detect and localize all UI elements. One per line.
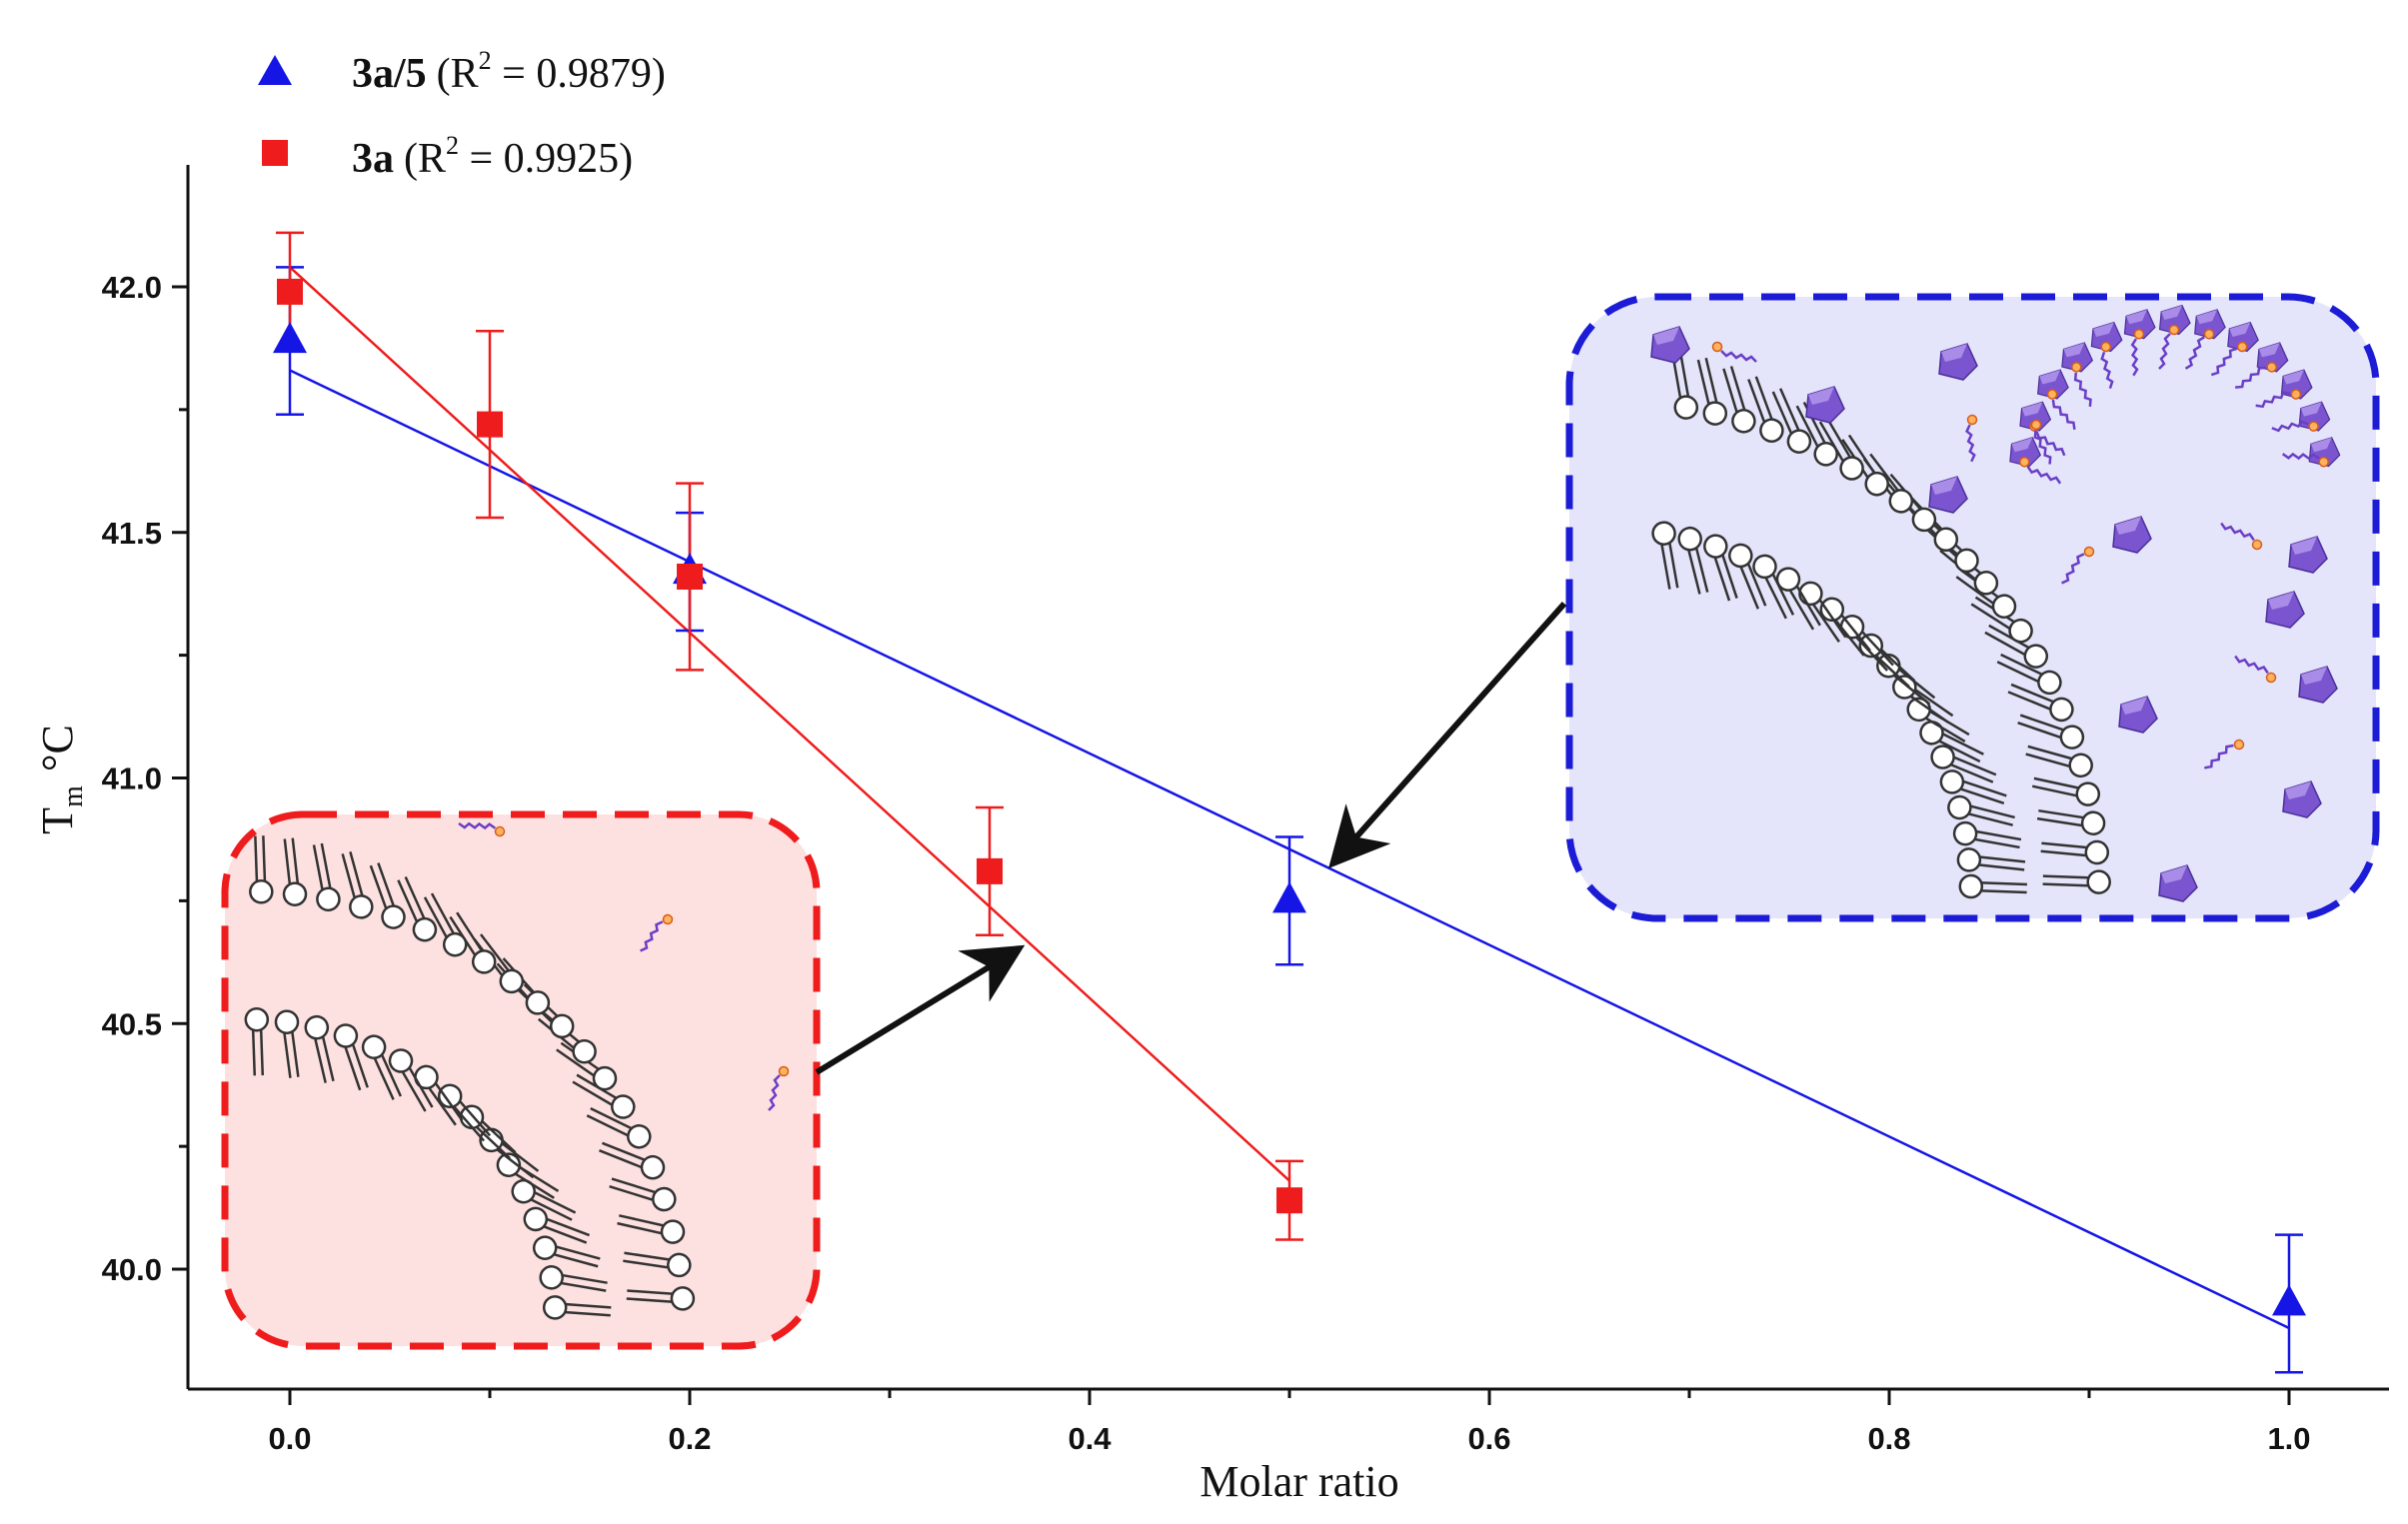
y-tick-label: 40.5 (102, 1006, 162, 1041)
data-point-3a (277, 278, 303, 305)
legend-item-3a: 3a (R2 = 0.9925) (262, 131, 633, 182)
svg-text:Tm°C: Tm °C (33, 725, 89, 834)
legend-r2-open-3a: (R (404, 136, 446, 182)
legend-r2-sup-3a-5: 2 (479, 46, 492, 75)
x-tick-label: 0.4 (1068, 1421, 1112, 1456)
svg-text:3a/5(R2 = 0.9879): 3a/5 (R2 = 0.9879) (352, 46, 666, 97)
x-tick-label: 0.8 (1867, 1421, 1910, 1456)
y-tick-label: 41.5 (102, 516, 162, 551)
data-point-3a (477, 411, 503, 438)
data-point-3a-5 (273, 322, 307, 354)
y-tick-label: 41.0 (102, 762, 162, 796)
red-inset-arrow (815, 944, 1026, 1075)
x-tick-label: 1.0 (2267, 1421, 2310, 1456)
y-tick-label: 40.0 (102, 1252, 162, 1287)
data-point-3a (677, 563, 703, 590)
axes: 0.0 0.2 0.4 0.6 0.8 1.0 40.0 40.5 41.0 41.5 42.0 (102, 165, 2389, 1456)
legend-triangle-marker (258, 55, 292, 85)
legend-item-3a-5: 3a/5 (R2 = 0.9879) (258, 46, 666, 97)
red-membrane-inset (221, 810, 1026, 1350)
legend-label-3a-5: 3a/5 (352, 51, 427, 97)
legend-r2-value-3a: = 0.9925) (459, 136, 633, 182)
y-tick-label: 42.0 (102, 270, 162, 305)
legend-square-marker (262, 140, 288, 166)
data-point-3a (1276, 1187, 1302, 1214)
y-axis-symbol: T (33, 807, 82, 834)
legend: 3a/5 (R2 = 0.9879) 3a (R2 = 0.9925) (258, 46, 666, 182)
data-point-3a (977, 857, 1003, 884)
data-point-3a-5 (1272, 881, 1306, 913)
svg-text:3a(R2 = 0.9925): 3a (R2 = 0.9925) (352, 131, 633, 182)
x-axis-title: Molar ratio (1200, 1457, 1398, 1506)
data-point-3a-5 (2272, 1284, 2306, 1316)
legend-r2-sup-3a: 2 (446, 131, 459, 160)
y-axis-subscript: m (58, 785, 89, 807)
x-tick-label: 0.2 (668, 1421, 711, 1456)
y-axis-unit: °C (33, 725, 82, 771)
legend-r2-open-3a-5: (R (437, 51, 479, 97)
y-axis-title: Tm °C (33, 725, 89, 834)
x-tick-label: 0.0 (268, 1421, 311, 1456)
legend-r2-value-3a-5: = 0.9879) (492, 51, 666, 97)
data-points (273, 278, 2306, 1316)
fit-line-3a (289, 266, 1290, 1182)
blue-membrane-inset (1328, 293, 2380, 922)
legend-label-3a: 3a (352, 136, 394, 182)
x-tick-label: 0.6 (1467, 1421, 1510, 1456)
blue-inset-arrow (1328, 602, 1567, 868)
